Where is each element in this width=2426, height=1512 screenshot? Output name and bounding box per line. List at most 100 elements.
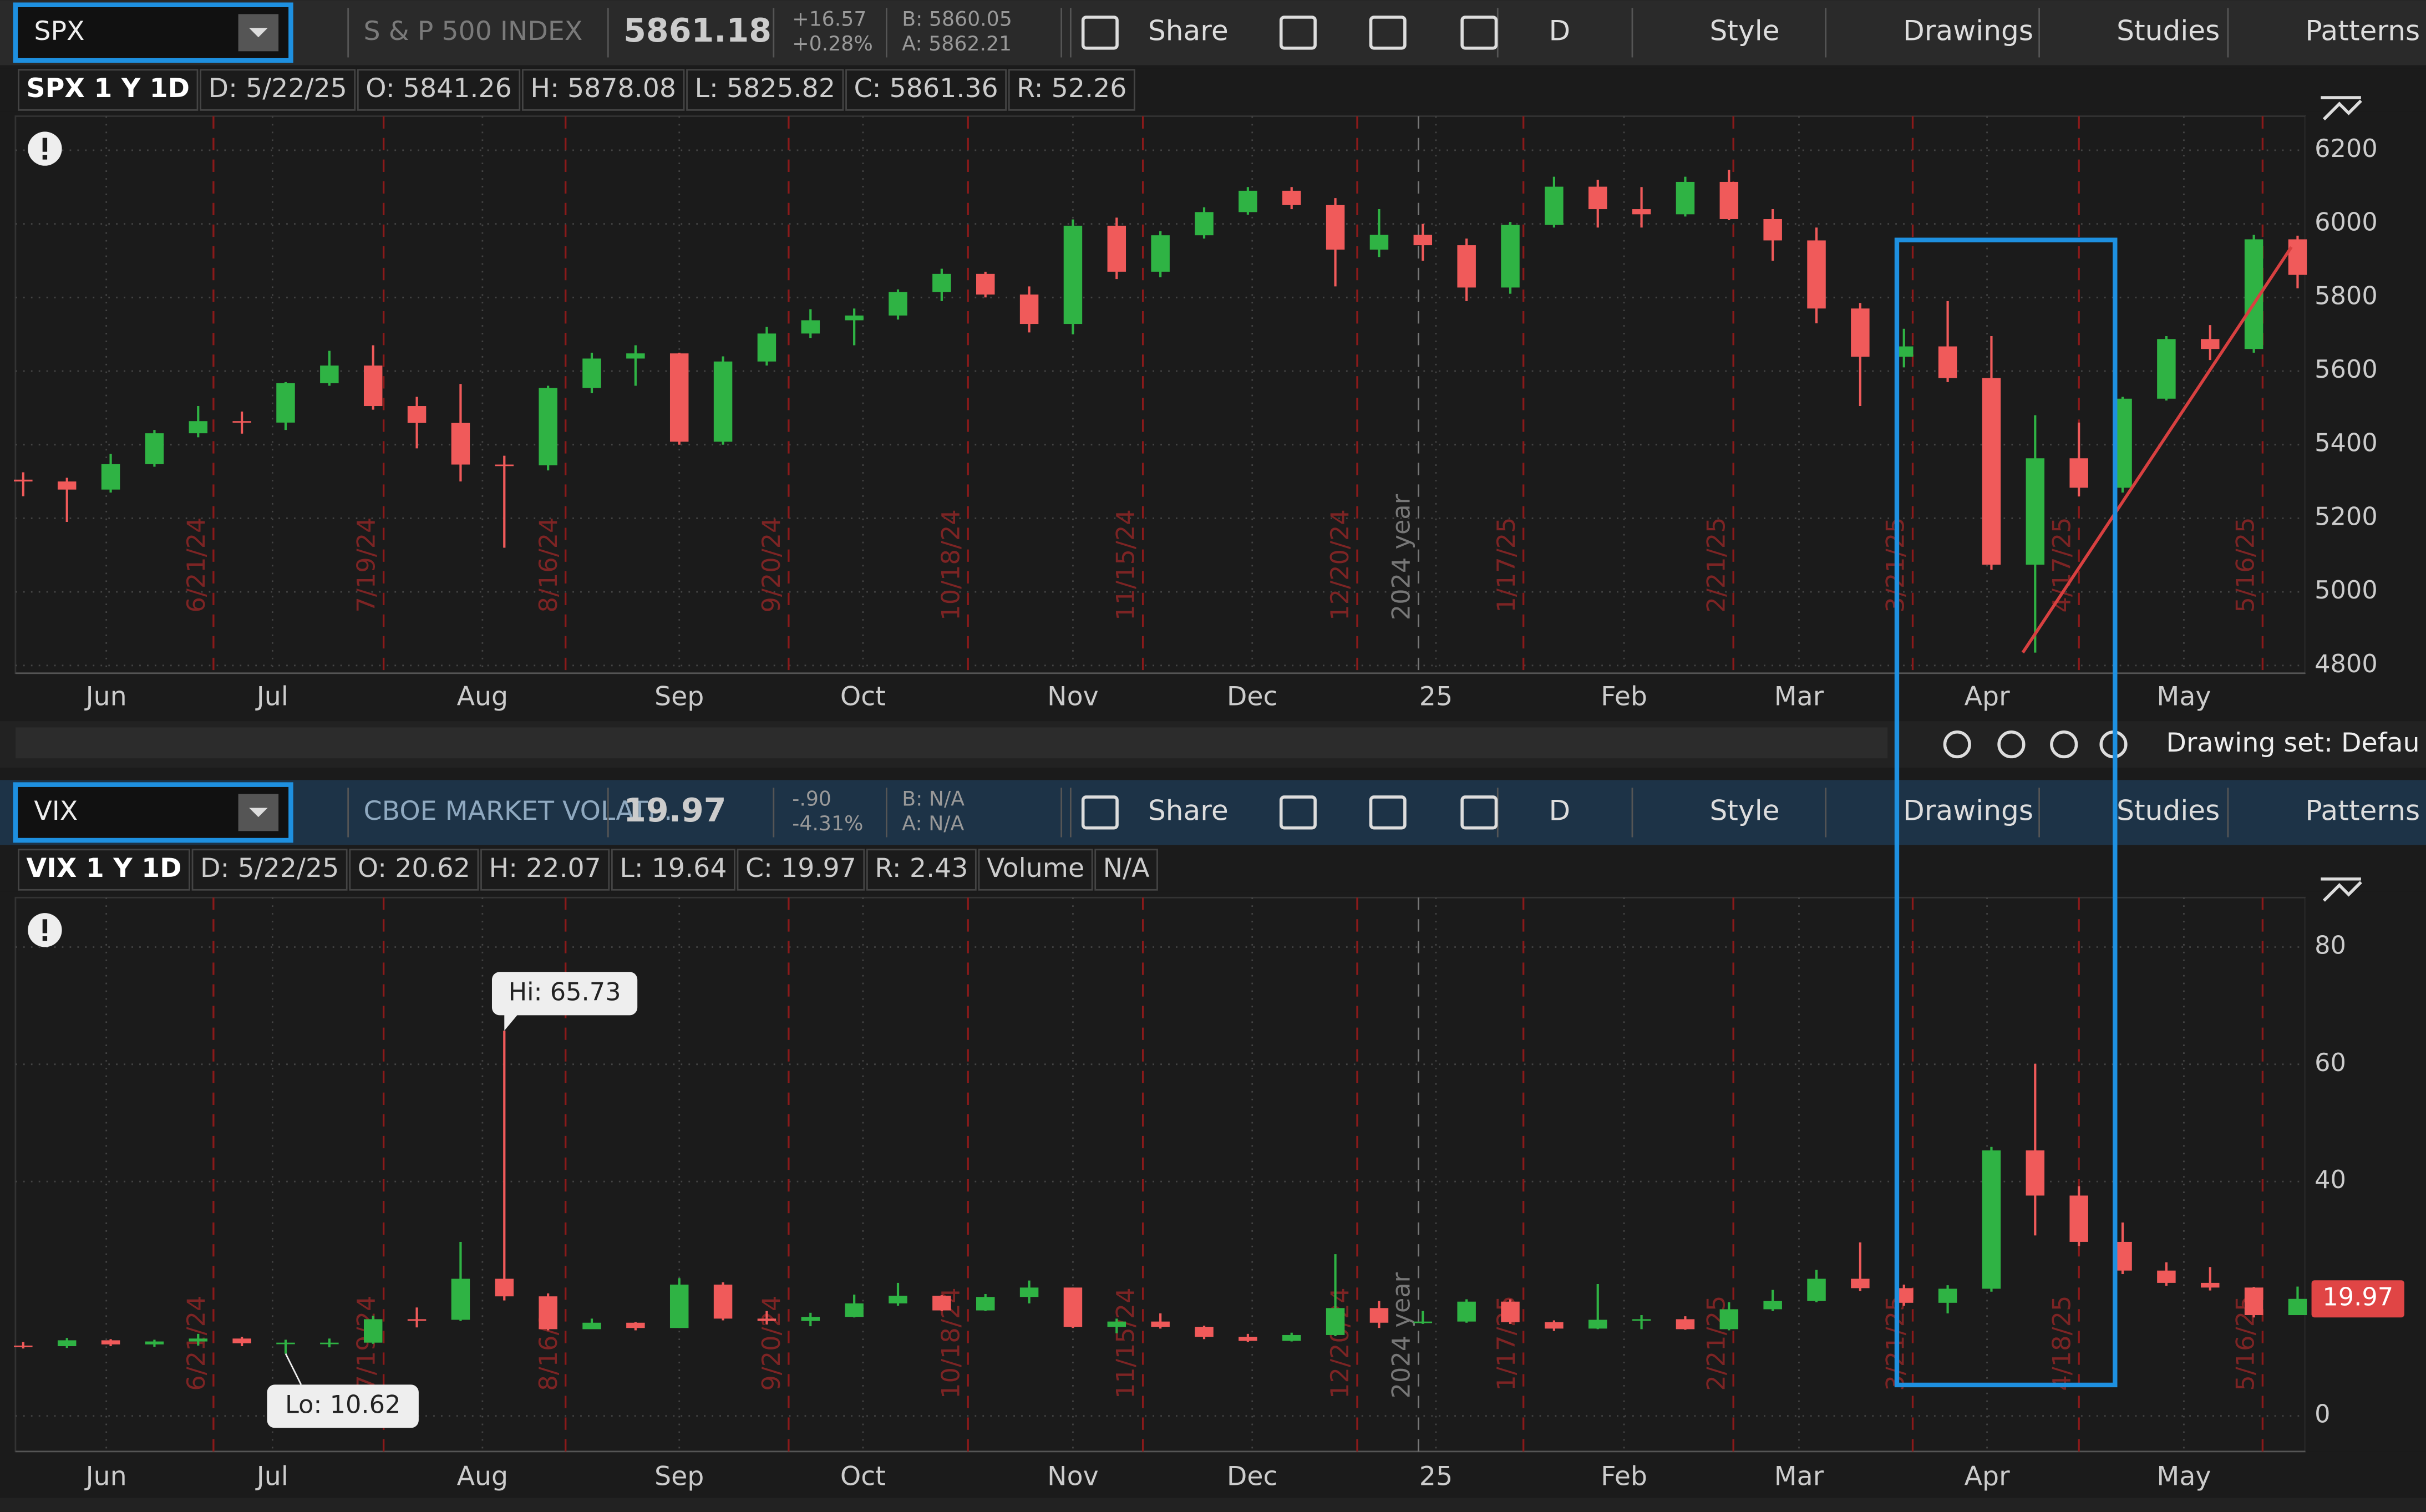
toolbar-button[interactable]: D [1549,794,1571,826]
candle-body [1851,1278,1870,1288]
info-row [0,848,2426,892]
expiration-label: 7/19/24 [352,517,381,612]
scrollbar[interactable] [15,727,1888,759]
expiration-label: 12/20/24 [1326,509,1354,620]
chart-settings-icon[interactable] [2321,96,2362,121]
x-tick-label: Nov [1047,1461,1099,1491]
info-box [611,849,735,891]
toolbar-button[interactable]: Patterns [2305,794,2420,826]
last-price-label: 19.97 [2322,1283,2393,1312]
candle-body [363,366,383,407]
candle-body [2201,339,2220,349]
candle-body [1239,1337,1257,1341]
candle-body [57,1340,77,1347]
toolbar-button[interactable]: D [1549,14,1571,47]
candle-body [1019,294,1039,324]
info-item: N/A [1103,853,1150,884]
toolbar-button[interactable]: Share [1148,14,1229,47]
description: CBOE MARKET VOLATI... [364,796,681,826]
tool-icon[interactable] [1943,730,1971,759]
candle-body [145,1341,164,1344]
x-tick-label: Mar [1774,1461,1824,1491]
candle-body [320,366,339,383]
candle-body [1501,225,1520,288]
tool-icon[interactable] [1997,730,2026,759]
candle-body [539,388,557,465]
candle-body [757,1318,776,1321]
candle-body [1982,378,2001,565]
x-tick-label: Jul [255,1461,288,1491]
toolbar-icon[interactable] [1081,16,1119,50]
toolbar-icon[interactable] [1369,795,1407,830]
toolbar-button[interactable]: Drawings [1903,794,2033,826]
toolbar-button[interactable]: Studies [2117,794,2220,826]
candle-body [669,1285,689,1328]
toolbar-button[interactable]: Studies [2117,14,2220,47]
info-item: R: 52.26 [1017,73,1126,104]
y-tick-label: 5400 [2315,429,2378,458]
y-tick-label: 4800 [2315,650,2378,678]
info-item: D: 5/22/25 [209,73,347,104]
toolbar-button[interactable]: Style [1709,14,1779,47]
candle-body [713,361,733,442]
price-axis [2305,116,2426,673]
x-tick-label: 25 [1419,1461,1453,1491]
candle-body [932,273,951,292]
candle-body [2026,1150,2045,1196]
candle-body [1195,1327,1214,1337]
candle-body [1107,225,1126,272]
candle-body [1982,1150,2001,1289]
ask: A: N/A [902,811,964,835]
x-tick-label: Oct [840,1461,886,1491]
candle-body [1763,219,1782,241]
info-item: C: 19.97 [745,853,856,884]
expiration-label: 9/20/24 [757,517,786,612]
toolbar-icon[interactable] [1460,795,1498,830]
expiration-label: 4/17/25 [2047,517,2076,612]
x-tick-label: Nov [1047,681,1099,712]
candle-body [1413,235,1433,246]
info-box [521,69,685,111]
bid: B: N/A [902,787,965,811]
x-tick-label: Dec [1227,681,1278,712]
x-tick-label: Mar [1774,681,1824,712]
toolbar-icon[interactable] [1369,16,1407,50]
toolbar-icon[interactable] [1460,16,1498,50]
candle-body [1807,1278,1826,1301]
candle-body [1588,1320,1607,1329]
info-box [18,69,199,111]
toolbar-button[interactable]: Patterns [2305,14,2420,47]
toolbar-button[interactable]: Share [1148,794,1229,826]
y-tick-label: 5600 [2315,355,2378,384]
info-item: L: 19.64 [620,853,727,884]
toolbar-icon[interactable] [1279,16,1317,50]
toolbar-icon[interactable] [1279,795,1317,830]
symbol: SPX [34,16,84,47]
candle-body [1632,1319,1651,1321]
toolbar-icon[interactable] [1081,795,1119,830]
x-tick-label: Apr [1965,681,2011,712]
x-tick-label: Feb [1601,681,1647,712]
toolbar-button[interactable]: Style [1709,794,1779,826]
plot-area [14,115,2306,674]
candle-body [582,1322,601,1330]
toolbar-button[interactable]: Drawings [1903,14,2033,47]
tool-icon[interactable] [2050,730,2078,759]
candle-body [2026,458,2045,565]
chart-settings-icon[interactable] [2321,877,2362,902]
candle-body [1676,181,1695,215]
candle-body [451,1278,470,1320]
candle-body [2244,1287,2263,1316]
candle-body [1282,190,1301,205]
x-tick-label: May [2156,1461,2211,1491]
info-box [191,849,348,891]
candle-body [1107,1321,1126,1327]
candle-body [1545,186,1564,225]
expiration-label: 11/15/24 [1112,1287,1140,1398]
x-tick-label: Aug [457,1461,509,1491]
expiration-label: 1/17/25 [1492,517,1521,612]
dropdown-arrow [249,808,268,818]
highlight [13,2,293,63]
candle-body [14,479,33,482]
candle-body [1501,1301,1520,1322]
